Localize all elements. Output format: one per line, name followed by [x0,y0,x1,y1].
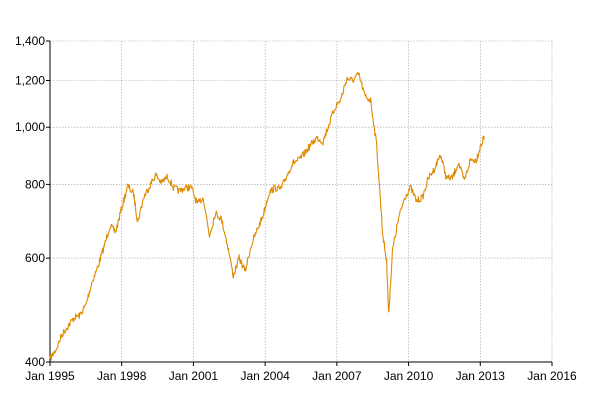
x-tick-label: Jan 1995 [25,369,75,383]
y-tick-label: 1,000 [15,120,45,134]
y-tick-label: 1,200 [15,73,45,87]
y-tick-label: 800 [25,177,45,191]
x-tick-label: Jan 2007 [312,369,362,383]
y-tick-label: 600 [25,251,45,265]
x-tick-label: Jan 2010 [384,369,434,383]
x-tick-label: Jan 2016 [527,369,577,383]
x-tick-label: Jan 2004 [240,369,290,383]
series-layer [49,71,485,361]
y-tick-label: 400 [25,355,45,369]
x-tick-label: Jan 2013 [456,369,506,383]
axes [46,40,553,366]
x-tick-label: Jan 1998 [97,369,147,383]
y-tick-label: 1,400 [15,34,45,48]
x-tick-label: Jan 2001 [169,369,219,383]
grid [50,40,553,362]
tick-labels: 400 600 800 1,000 1,200 1,400 Jan 1995 Jan 1998… [15,34,577,383]
series-line [49,71,485,361]
